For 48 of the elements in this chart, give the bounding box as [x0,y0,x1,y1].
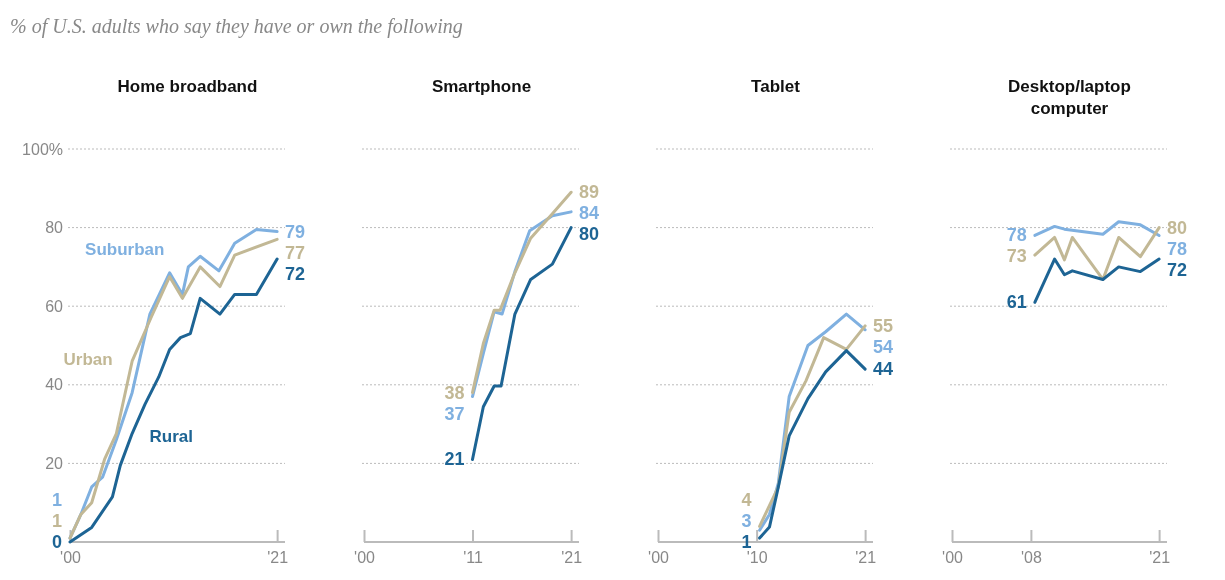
x-tick-label: '11 [463,549,483,567]
y-tick-label: 60 [45,297,64,315]
x-tick-label: '00 [354,549,376,567]
x-tick-label: '21 [561,549,583,567]
data-label: 73 [1006,246,1027,267]
chart-title: Home broadband [117,77,258,96]
data-label: 79 [285,221,306,242]
data-label: 1 [51,490,62,510]
data-label: 72 [285,263,306,284]
x-tick-label: '10 [746,549,768,567]
x-tick-label: '00 [60,549,82,567]
data-label: 80 [1167,217,1188,238]
data-label: 89 [579,182,600,203]
data-label: 44 [873,359,894,380]
data-label: 3 [741,511,752,531]
data-label: 37 [444,403,465,424]
data-label: 80 [579,224,600,245]
x-tick-label: '21 [267,549,289,567]
series-label: Rural [149,426,194,446]
y-tick-label: 20 [45,455,64,473]
series-label: Suburban [85,240,165,260]
data-label: 4 [741,490,752,510]
data-label: 54 [873,336,894,357]
y-tick-label: 40 [45,376,64,394]
x-tick-label: '00 [648,549,670,567]
x-tick-label: '08 [1020,549,1042,567]
y-tick-label: 80 [45,219,64,237]
data-label: 0 [51,532,62,552]
chart-title: Smartphone [431,77,532,96]
data-label: 84 [579,203,600,224]
data-label: 78 [1167,238,1188,259]
chart-title: Desktop/laptop computer [1008,77,1131,118]
data-label: 1 [741,532,752,552]
x-tick-label: '21 [1149,549,1171,567]
chart-title: Tablet [751,77,801,96]
data-label: 77 [285,242,306,263]
x-tick-label: '00 [942,549,964,567]
chart-subtitle: % of U.S. adults who say they have or own the following [10,15,463,38]
series-label: Urban [63,350,113,370]
y-tick-label: 100% [22,140,63,158]
data-label: 38 [444,382,465,403]
data-label: 21 [444,449,465,470]
data-label: 72 [1167,259,1188,280]
x-tick-label: '21 [855,549,877,567]
data-label: 55 [873,315,894,336]
data-label: 61 [1006,292,1027,313]
data-label: 1 [51,511,62,531]
data-label: 78 [1006,225,1027,246]
